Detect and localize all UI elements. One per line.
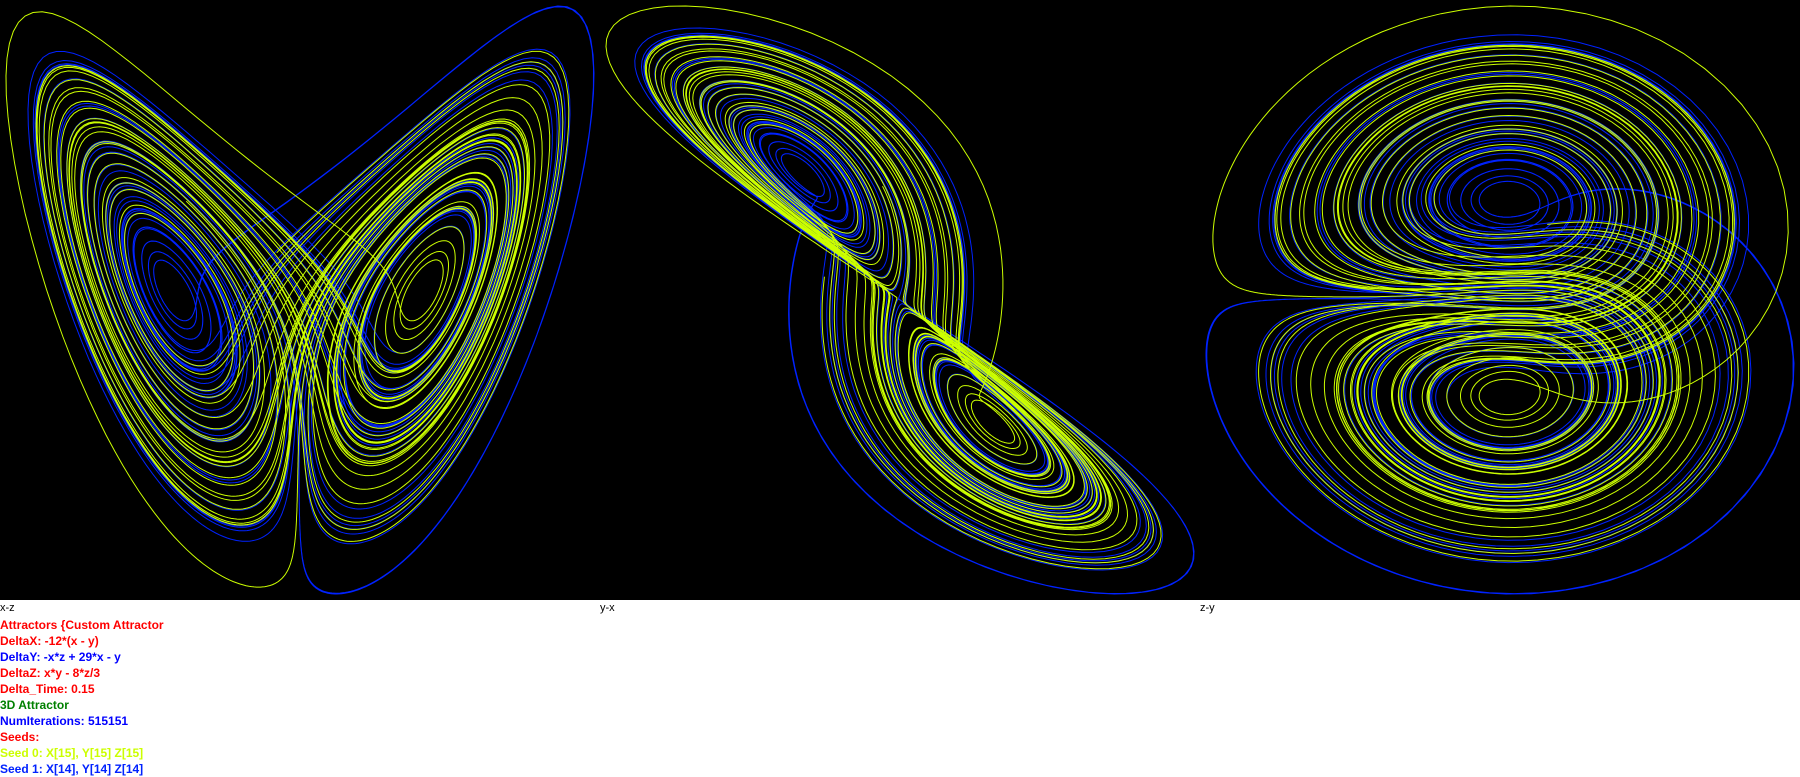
info-title: Attractors {Custom Attractor bbox=[0, 618, 164, 632]
seed-1-trajectory bbox=[27, 5, 595, 595]
seed-0-trajectory bbox=[5, 11, 570, 588]
info-panel: Attractors {Custom Attractor DeltaX: -12… bbox=[0, 617, 164, 777]
info-num-iterations: NumIterations: 515151 bbox=[0, 714, 129, 728]
plot-label-x-z: x-z bbox=[0, 602, 15, 614]
plot-z-y bbox=[1205, 5, 1795, 595]
info-mode: 3D Attractor bbox=[0, 698, 69, 712]
info-delta-y: DeltaY: -x*z + 29*x - y bbox=[0, 650, 121, 664]
attractor-canvas bbox=[0, 0, 1800, 600]
seed-0-trajectory bbox=[605, 5, 1162, 570]
info-delta-time: Delta_Time: 0.15 bbox=[0, 682, 95, 696]
attractor-plots bbox=[5, 5, 1795, 595]
info-seed-1: Seed 1: X[14], Y[14] Z[14] bbox=[0, 762, 144, 776]
seed-0-trajectory bbox=[1212, 5, 1789, 562]
plot-x-z bbox=[5, 5, 595, 595]
info-seeds-heading: Seeds: bbox=[0, 730, 40, 744]
plot-y-x bbox=[605, 5, 1195, 595]
plot-label-y-x: y-x bbox=[600, 602, 615, 614]
info-seed-0: Seed 0: X[15], Y[15] Z[15] bbox=[0, 746, 144, 760]
info-delta-z: DeltaZ: x*y - 8*z/3 bbox=[0, 666, 101, 680]
plot-label-z-y: z-y bbox=[1200, 602, 1215, 614]
info-delta-x: DeltaX: -12*(x - y) bbox=[0, 634, 99, 648]
